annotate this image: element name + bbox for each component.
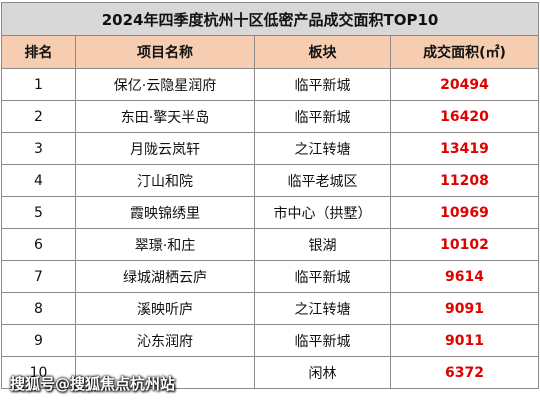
header-row: 排名 项目名称 板块 成交面积(㎡) — [1, 35, 540, 69]
cell-name: 月陇云岚轩 — [75, 132, 255, 165]
cell-rank: 9 — [1, 324, 76, 357]
table-row: 10 闲林 6372 — [1, 356, 540, 389]
cell-name: 绿城湖栖云庐 — [75, 260, 255, 293]
cell-name: 东田·擎天半岛 — [75, 100, 255, 133]
table-row: 1 保亿·云隐星润府 临平新城 20494 — [1, 68, 540, 101]
table-row: 4 汀山和院 临平老城区 11208 — [1, 164, 540, 197]
cell-name: 霞映锦绣里 — [75, 196, 255, 229]
cell-name: 翠璟·和庄 — [75, 228, 255, 261]
cell-name: 汀山和院 — [75, 164, 255, 197]
cell-rank: 7 — [1, 260, 76, 293]
table-row: 2 东田·擎天半岛 临平新城 16420 — [1, 100, 540, 133]
title-row: 2024年四季度杭州十区低密产品成交面积TOP10 — [0, 2, 540, 36]
table-row: 7 绿城湖栖云庐 临平新城 9614 — [1, 260, 540, 293]
cell-rank: 8 — [1, 292, 76, 325]
cell-name: 溪映听庐 — [75, 292, 255, 325]
cell-area: 10969 — [389, 196, 540, 229]
table-row: 8 溪映听庐 之江转塘 9091 — [1, 292, 540, 325]
cell-block: 临平新城 — [254, 260, 391, 293]
cell-rank: 4 — [1, 164, 76, 197]
cell-area: 10102 — [389, 228, 540, 261]
cell-rank: 3 — [1, 132, 76, 165]
ranking-table: 2024年四季度杭州十区低密产品成交面积TOP10 排名 项目名称 板块 成交面… — [0, 2, 540, 389]
cell-block: 临平老城区 — [254, 164, 391, 197]
cell-rank: 10 — [1, 356, 76, 389]
cell-area: 11208 — [389, 164, 540, 197]
cell-rank: 6 — [1, 228, 76, 261]
header-rank: 排名 — [1, 35, 76, 69]
cell-block: 临平新城 — [254, 324, 391, 357]
cell-area: 6372 — [389, 356, 540, 389]
cell-block: 之江转塘 — [254, 132, 391, 165]
cell-block: 市中心（拱墅） — [254, 196, 391, 229]
header-area: 成交面积(㎡) — [389, 35, 540, 69]
table-row: 6 翠璟·和庄 银湖 10102 — [1, 228, 540, 261]
cell-area: 20494 — [389, 68, 540, 101]
cell-area: 16420 — [389, 100, 540, 133]
cell-block: 之江转塘 — [254, 292, 391, 325]
cell-block: 临平新城 — [254, 68, 391, 101]
table-title: 2024年四季度杭州十区低密产品成交面积TOP10 — [0, 2, 540, 36]
cell-block: 闲林 — [254, 356, 391, 389]
cell-name: 保亿·云隐星润府 — [75, 68, 255, 101]
cell-block: 银湖 — [254, 228, 391, 261]
cell-rank: 1 — [1, 68, 76, 101]
header-block: 板块 — [254, 35, 391, 69]
cell-name: 沁东润府 — [75, 324, 255, 357]
table-row: 9 沁东润府 临平新城 9011 — [1, 324, 540, 357]
cell-rank: 5 — [1, 196, 76, 229]
table-row: 5 霞映锦绣里 市中心（拱墅） 10969 — [1, 196, 540, 229]
cell-rank: 2 — [1, 100, 76, 133]
watermark: 搜狐号@搜狐焦点杭州站 — [10, 375, 176, 393]
cell-area: 9011 — [389, 324, 540, 357]
table-row: 3 月陇云岚轩 之江转塘 13419 — [1, 132, 540, 165]
header-name: 项目名称 — [75, 35, 255, 69]
cell-area: 13419 — [389, 132, 540, 165]
cell-block: 临平新城 — [254, 100, 391, 133]
cell-area: 9091 — [389, 292, 540, 325]
cell-area: 9614 — [389, 260, 540, 293]
